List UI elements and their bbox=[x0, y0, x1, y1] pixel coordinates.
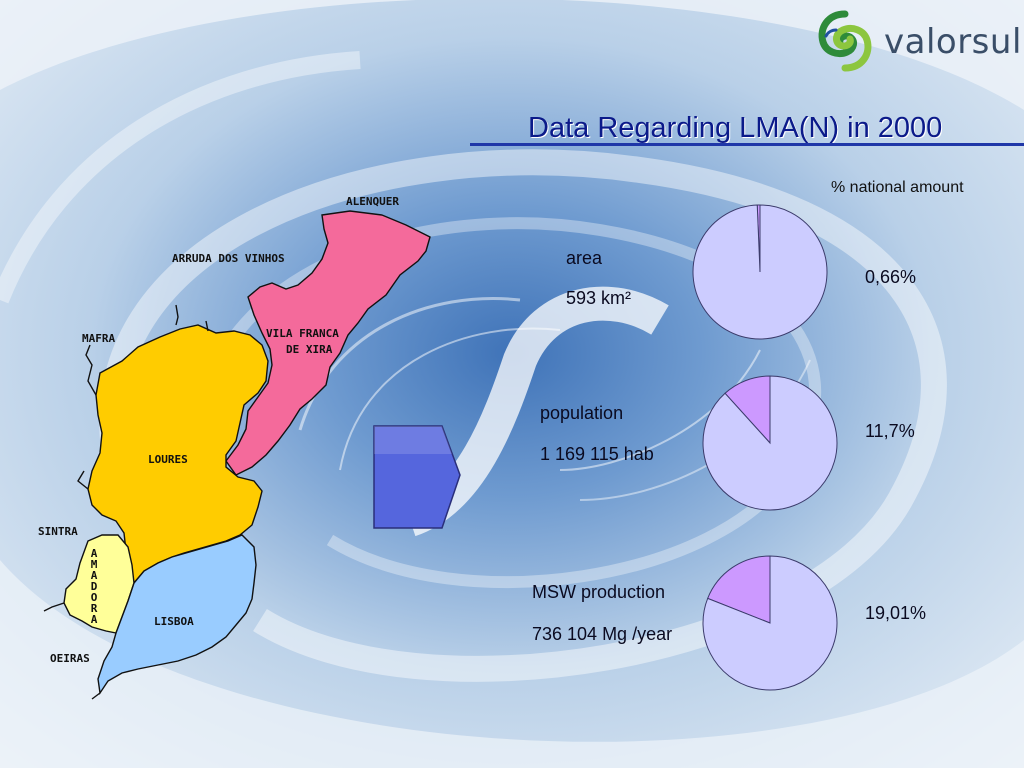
valorsul-logo-icon bbox=[818, 10, 872, 72]
stat-area-value: 593 km² bbox=[566, 288, 632, 308]
pct-area: 0,66% bbox=[865, 267, 917, 287]
pie-chart-area bbox=[692, 204, 828, 340]
pie-slice-remainder bbox=[692, 204, 828, 340]
map-label-arruda-dos-vinhos: ARRUDA DOS VINHOS bbox=[172, 252, 285, 265]
region-vila-franca-de-xira bbox=[225, 210, 431, 476]
pie-slice-remainder bbox=[702, 555, 838, 691]
pct-msw: 19,01% bbox=[865, 603, 927, 623]
map-label-amadora-letter: A bbox=[91, 547, 98, 560]
map-label-loures: LOURES bbox=[148, 453, 188, 466]
lma-map: ALENQUER ARRUDA DOS VINHOS MAFRA VILA FRANC… bbox=[38, 195, 431, 700]
pie-chart-population bbox=[702, 375, 838, 511]
map-label-amadora-letter: A bbox=[91, 569, 98, 582]
pie-chart-msw bbox=[702, 555, 838, 691]
map-label-amadora-letter: R bbox=[91, 602, 98, 615]
stat-population-label: population bbox=[540, 403, 624, 423]
map-label-amadora-letter: O bbox=[91, 591, 98, 604]
stat-msw-value: 736 104 Mg /year bbox=[532, 624, 673, 644]
region-loures bbox=[87, 324, 269, 585]
map-label-alenquer: ALENQUER bbox=[346, 195, 399, 208]
stat-msw-label: MSW production bbox=[532, 582, 666, 602]
map-label-sintra: SINTRA bbox=[38, 525, 78, 538]
map-label-amadora-letter: M bbox=[91, 558, 98, 571]
brand-name: valorsul bbox=[884, 22, 1022, 62]
map-label-amadora-letter: A bbox=[91, 613, 98, 626]
pie-slice-share bbox=[707, 555, 771, 624]
region-amadora bbox=[63, 534, 135, 634]
map-label-vila-franca-de-xira: VILA FRANCA bbox=[266, 327, 339, 340]
pct-population: 11,7% bbox=[865, 421, 915, 441]
map-label-vila-franca-de-xira: DE XIRA bbox=[286, 343, 333, 356]
national-amount-note: % national amount bbox=[831, 179, 964, 196]
title-underline bbox=[470, 143, 1024, 146]
map-label-amadora-letter: D bbox=[91, 580, 98, 593]
stat-area-label: area bbox=[566, 248, 603, 268]
stat-population-value: 1 169 115 hab bbox=[540, 444, 654, 464]
map-label-mafra: MAFRA bbox=[82, 332, 115, 345]
page-title: Data Regarding LMA(N) in 2000 bbox=[528, 112, 943, 144]
region-lisboa bbox=[97, 534, 257, 695]
arrow-pentagon bbox=[373, 425, 461, 529]
pie-slice-remainder bbox=[702, 375, 838, 511]
map-label-oeiras: OEIRAS bbox=[50, 652, 90, 665]
map-label-lisboa: LISBOA bbox=[154, 615, 194, 628]
